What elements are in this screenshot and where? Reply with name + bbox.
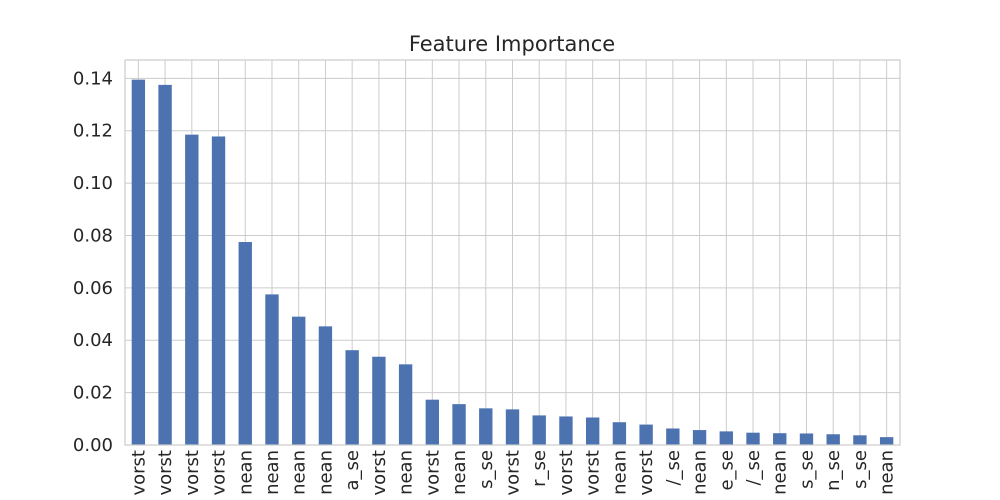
x-tick-label: vorst	[209, 450, 230, 496]
bar	[398, 364, 413, 445]
x-tick-label: nean	[609, 450, 630, 495]
bar	[238, 242, 252, 445]
bar	[879, 437, 894, 445]
x-tick-label: nean	[289, 450, 310, 495]
x-tick-label: nean	[877, 450, 898, 495]
x-tick-label: nean	[315, 450, 336, 495]
x-tick-label: vorst	[503, 450, 524, 496]
bar-layer	[131, 79, 894, 446]
y-tick-label: 0.06	[73, 278, 113, 299]
chart-title: Feature Importance	[409, 32, 615, 56]
x-tick-label: /_se	[743, 450, 764, 486]
bar	[853, 435, 867, 445]
bar	[639, 424, 653, 445]
x-tick-label: vorst	[155, 450, 176, 496]
bar	[719, 431, 733, 445]
bar	[799, 433, 814, 445]
bar	[505, 409, 520, 445]
x-tick-label: r_se	[529, 450, 550, 487]
bar	[452, 404, 466, 445]
x-tick-label: s_se	[850, 450, 871, 489]
bar	[292, 316, 306, 445]
bar	[585, 417, 600, 445]
bar	[372, 356, 386, 445]
bar	[211, 136, 226, 445]
x-tick-label: vorst	[422, 450, 443, 496]
y-tick-label: 0.00	[73, 435, 113, 456]
x-tick-label: vorst	[583, 450, 604, 496]
y-tick-label: 0.04	[73, 330, 113, 351]
y-tick-labels: 0.00 0.02 0.04 0.06 0.08 0.10 0.12 0.14	[73, 68, 113, 456]
bar	[265, 294, 279, 445]
bar	[479, 408, 493, 445]
x-tick-label: s_se	[796, 450, 817, 489]
x-tick-label: vorst	[128, 450, 149, 496]
bar	[746, 432, 760, 445]
x-tick-label: nean	[396, 450, 417, 495]
x-tick-label: s_se	[476, 450, 497, 489]
bar	[425, 399, 440, 445]
y-tick-label: 0.02	[73, 383, 113, 404]
x-tick-label: vorst	[556, 450, 577, 496]
bar	[185, 134, 199, 445]
x-tick-label: nean	[770, 450, 791, 495]
x-tick-label: vorst	[182, 450, 203, 496]
y-tick-label: 0.08	[73, 225, 113, 246]
x-tick-label: nean	[690, 450, 711, 495]
bar	[692, 430, 707, 445]
bar	[559, 416, 573, 445]
x-tick-label: vorst	[636, 450, 657, 496]
x-tick-label: e_se	[716, 450, 737, 491]
y-tick-label: 0.14	[73, 68, 113, 89]
y-tick-label: 0.10	[73, 173, 113, 194]
bar	[612, 422, 627, 445]
plot-frame	[124, 59, 901, 446]
bar	[345, 350, 359, 445]
y-tick-label: 0.12	[73, 121, 113, 142]
bar	[532, 415, 546, 445]
bar	[158, 84, 172, 445]
bar	[666, 428, 680, 445]
bar	[773, 433, 787, 445]
bar	[826, 434, 840, 445]
x-tick-label: a_se	[342, 450, 363, 490]
x-tick-label: vorst	[369, 450, 390, 496]
x-tick-label: nean	[235, 450, 256, 495]
x-tick-label: /_se	[663, 450, 684, 486]
x-tick-label: n_se	[823, 450, 844, 491]
x-tick-label: nean	[262, 450, 283, 495]
x-tick-label: nean	[449, 450, 470, 495]
x-tick-labels: vorst vorst vorst vorst nean nean nean nean a_se…	[128, 450, 897, 496]
bar	[318, 326, 333, 445]
bar	[131, 79, 146, 446]
